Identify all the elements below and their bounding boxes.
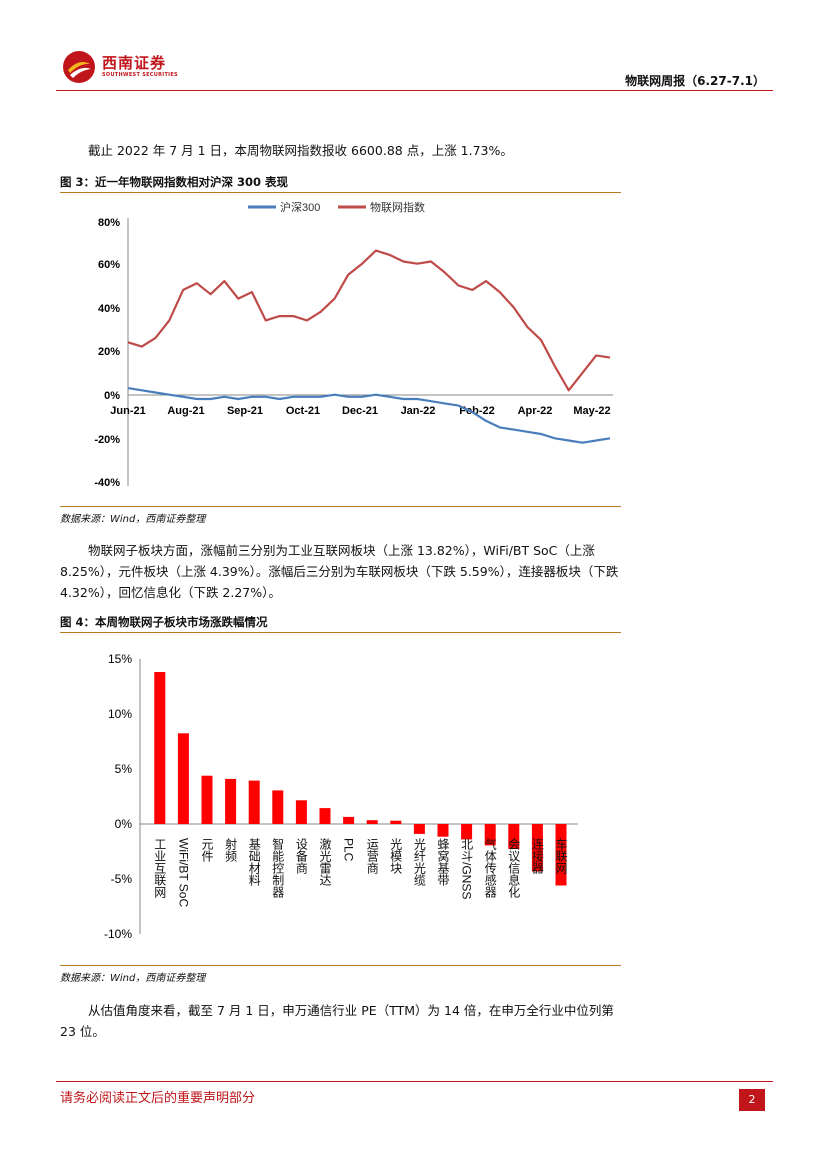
bar <box>437 824 449 837</box>
paragraph-index-summary: 截止 2022 年 7 月 1 日，本周物联网指数报收 6600.88 点，上涨… <box>88 143 513 158</box>
bar <box>555 824 567 886</box>
series-line-hs300 <box>127 387 611 444</box>
figure4-title: 图 4：本周物联网子板块市场涨跌幅情况 <box>60 615 268 629</box>
bar <box>531 824 543 872</box>
category-label: WiFi/BT SoC <box>176 838 190 907</box>
bar <box>295 800 307 824</box>
bar <box>484 824 496 846</box>
y-tick-label: 80% <box>98 217 120 229</box>
figure4-top-rule <box>60 632 621 633</box>
y-tick-label: -5% <box>111 872 133 886</box>
category-label: 元件 <box>200 838 214 862</box>
x-tick-label: Jan-22 <box>401 405 436 417</box>
figure4-source: 数据来源：Wind，西南证券整理 <box>60 973 206 984</box>
y-tick-label: 15% <box>108 652 132 666</box>
bar <box>461 824 473 840</box>
footer-divider <box>56 1081 773 1082</box>
figure3-source: 数据来源：Wind，西南证券整理 <box>60 514 206 525</box>
logo-text-cn: 西南证券 <box>102 54 167 72</box>
bar <box>390 820 402 824</box>
y-tick-label: 5% <box>115 762 133 776</box>
category-label: 光纤光缆 <box>412 838 426 886</box>
bar <box>508 824 520 849</box>
header-divider <box>56 90 773 91</box>
page-number: 2 <box>739 1089 765 1111</box>
x-tick-label: Dec-21 <box>342 405 378 417</box>
paragraph-valuation: 从估值角度来看，截至 7 月 1 日，申万通信行业 PE（TTM）为 14 倍，… <box>60 1003 614 1039</box>
bar <box>225 778 237 824</box>
logo-emblem-icon <box>63 51 95 83</box>
category-label: 会议信息化 <box>507 838 521 899</box>
series-line-iot <box>127 249 611 392</box>
x-tick-label: May-22 <box>573 405 610 417</box>
bar <box>177 733 189 825</box>
figure3-top-rule <box>60 192 621 193</box>
category-label: PLC <box>342 838 356 862</box>
category-label: 智能控制器 <box>271 837 285 899</box>
paragraph-subsector-summary: 物联网子板块方面，涨幅前三分别为工业互联网板块（上涨 13.82%），WiFi/… <box>60 543 619 600</box>
logo-text-en: SOUTHWEST SECURITIES <box>102 72 178 78</box>
category-label: 射频 <box>224 837 238 863</box>
category-label: 设备商 <box>294 838 308 875</box>
category-label: 运营商 <box>365 838 379 875</box>
category-label: 激光雷达 <box>318 838 332 886</box>
x-tick-label: Apr-22 <box>518 405 553 417</box>
footer-disclaimer-note: 请务必阅读正文后的重要声明部分 <box>60 1091 256 1106</box>
category-label: 气体传感器 <box>483 837 497 899</box>
x-tick-label: Aug-21 <box>167 405 204 417</box>
category-label: 基础材料 <box>247 838 261 886</box>
category-label: 车联网 <box>554 837 568 874</box>
category-label: 北斗/GNSS <box>460 838 474 900</box>
company-logo: 西南证券 SOUTHWEST SECURITIES <box>62 50 182 86</box>
bar <box>343 816 355 824</box>
y-tick-label: 20% <box>98 346 120 358</box>
bar <box>319 808 331 824</box>
bar <box>201 775 213 824</box>
y-tick-label: 0% <box>104 390 120 402</box>
y-tick-label: -40% <box>94 477 120 489</box>
legend-label-iot: 物联网指数 <box>370 200 425 214</box>
figure3-bottom-rule <box>60 506 621 507</box>
y-tick-label: -10% <box>104 927 132 941</box>
line-chart: 沪深300 物联网指数 80% 60% 40% 20% 0% -20% -40%… <box>94 200 613 489</box>
figure4-bottom-rule <box>60 965 621 966</box>
y-tick-label: 60% <box>98 259 120 271</box>
y-tick-label: 0% <box>115 817 133 831</box>
bar-chart: 15% 10% 5% 0% -5% -10% 工业互联网 WiFi/BT SoC 元… <box>104 652 578 941</box>
y-tick-label: 40% <box>98 303 120 315</box>
y-tick-label: 10% <box>108 707 132 721</box>
report-title: 物联网周报（6.27-7.1） <box>625 74 765 88</box>
bar <box>413 824 425 834</box>
x-tick-label: Feb-22 <box>459 405 494 417</box>
bar <box>272 790 284 824</box>
bar <box>366 820 378 824</box>
category-label: 连接器 <box>530 837 544 875</box>
x-tick-label: Sep-21 <box>227 405 263 417</box>
category-label: 蜂窝基带 <box>436 838 450 886</box>
x-tick-label: Oct-21 <box>286 405 320 417</box>
legend-label-hs300: 沪深300 <box>280 200 320 214</box>
y-tick-label: -20% <box>94 434 120 446</box>
figure3-title: 图 3：近一年物联网指数相对沪深 300 表现 <box>60 175 289 189</box>
category-label: 工业互联网 <box>153 838 167 898</box>
category-label: 光模块 <box>389 838 403 874</box>
x-tick-label: Jun-21 <box>110 405 145 417</box>
bar <box>248 780 260 824</box>
bar <box>154 672 166 824</box>
